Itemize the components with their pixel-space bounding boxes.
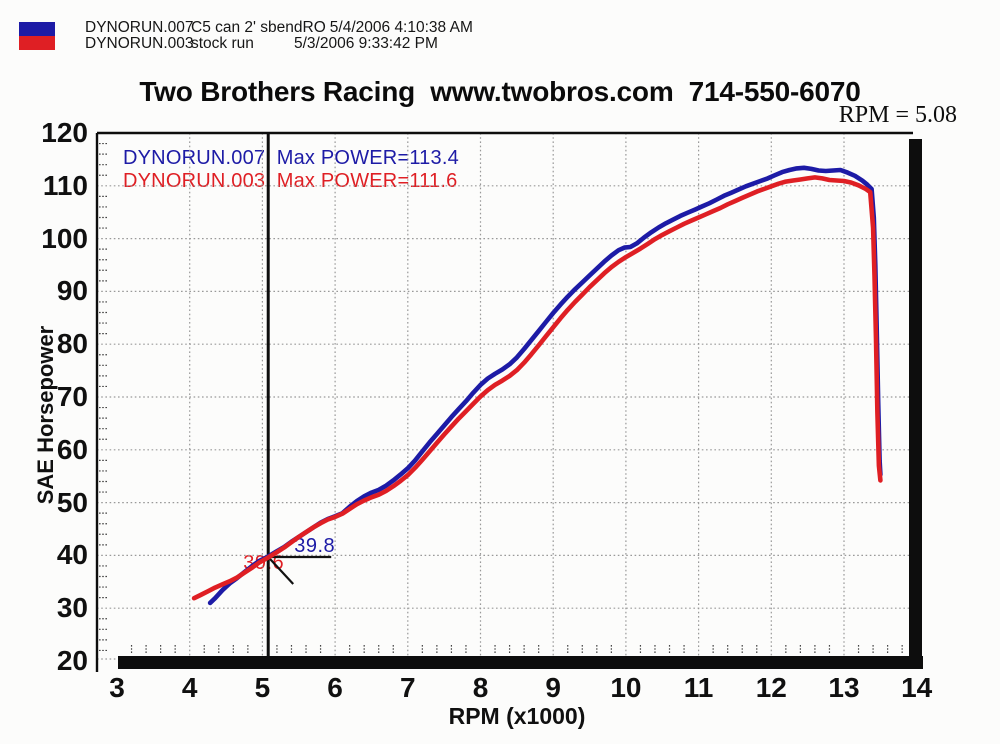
x-tick-label: 3 bbox=[109, 672, 125, 703]
cursor-rpm-readout: RPM = 5.08 bbox=[838, 102, 957, 128]
run2-color-swatch bbox=[19, 36, 55, 50]
y-tick-label: 100 bbox=[41, 222, 88, 254]
run-file-name: DYNORUN.007 bbox=[85, 19, 194, 36]
x-tick-label: 9 bbox=[545, 672, 561, 703]
y-tick-label: 60 bbox=[56, 433, 88, 465]
cursor-hp-value: 39.6 bbox=[243, 552, 285, 574]
y-tick-label: 30 bbox=[56, 592, 88, 624]
y-tick-label: 20 bbox=[56, 645, 88, 676]
run-row: DYNORUN.007 C5 can 2' sbendRO 5/4/2006 4… bbox=[85, 20, 473, 36]
page-title: Two Brothers Racing www.twobros.com 714-… bbox=[139, 76, 861, 107]
run-file-name: DYNORUN.003 bbox=[85, 35, 194, 52]
y-tick-label: 80 bbox=[56, 328, 88, 360]
x-tick-label: 6 bbox=[327, 672, 343, 703]
y-tick-label: 120 bbox=[41, 117, 88, 148]
x-tick-label: 5 bbox=[254, 672, 271, 703]
y-tick-label: 90 bbox=[56, 275, 88, 307]
y-tick-label: 40 bbox=[56, 539, 88, 571]
x-tick-label: 14 bbox=[901, 672, 933, 703]
run1-color-swatch bbox=[19, 22, 55, 36]
x-axis-title: RPM (x1000) bbox=[448, 703, 586, 729]
x-tick-label: 13 bbox=[828, 672, 860, 703]
x-tick-label: 7 bbox=[400, 672, 416, 703]
chart-legend-run2: DYNORUN.003 Max POWER=111.6 bbox=[123, 170, 458, 192]
run-description: C5 can 2' sbendRO bbox=[191, 19, 326, 36]
y-tick-label: 70 bbox=[56, 381, 88, 412]
cursor-hp-value: 39.8 bbox=[294, 535, 336, 557]
y-tick-label: 50 bbox=[56, 486, 88, 518]
x-tick-label: 4 bbox=[181, 672, 198, 703]
x-tick-label: 10 bbox=[610, 672, 642, 703]
x-tick-label: 8 bbox=[472, 672, 489, 703]
x-tick-label: 11 bbox=[683, 672, 714, 703]
chart-legend-run1: DYNORUN.007 Max POWER=113.4 bbox=[123, 147, 459, 169]
x-tick-label: 12 bbox=[755, 672, 787, 703]
run-description: stock run bbox=[191, 35, 254, 52]
run-timestamp: 5/4/2006 4:10:38 AM bbox=[329, 19, 473, 36]
run-timestamp: 5/3/2006 9:33:42 PM bbox=[294, 35, 438, 52]
run-row: DYNORUN.003 stock run 5/3/2006 9:33:42 P… bbox=[85, 36, 438, 52]
y-tick-label: 110 bbox=[42, 169, 88, 201]
run-color-swatches bbox=[19, 22, 55, 50]
